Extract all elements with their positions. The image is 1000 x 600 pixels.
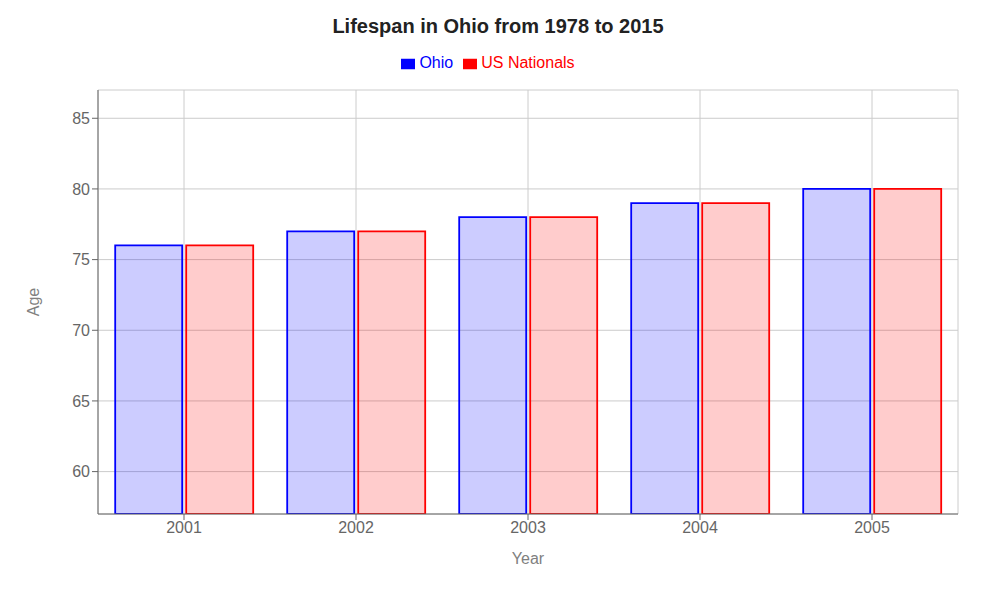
svg-text:65: 65 <box>72 393 90 410</box>
svg-text:60: 60 <box>72 463 90 480</box>
svg-text:2001: 2001 <box>166 519 202 536</box>
svg-text:Year: Year <box>512 550 545 567</box>
svg-text:2004: 2004 <box>682 519 718 536</box>
svg-text:Age: Age <box>25 288 42 317</box>
svg-text:2003: 2003 <box>510 519 546 536</box>
html-text:US Nationals: US Nationals <box>481 54 575 71</box>
svg-text:2002: 2002 <box>338 519 374 536</box>
svg-text:75: 75 <box>72 251 90 268</box>
svg-text:80: 80 <box>72 181 90 198</box>
svg-text:85: 85 <box>72 110 90 127</box>
svg-text:2005: 2005 <box>854 519 890 536</box>
html-text:Lifespan in Ohio from 1978 to: Lifespan in Ohio from 1978 to 2015 <box>332 15 664 37</box>
html-text:Ohio: Ohio <box>419 54 454 71</box>
svg-text:70: 70 <box>72 322 90 339</box>
